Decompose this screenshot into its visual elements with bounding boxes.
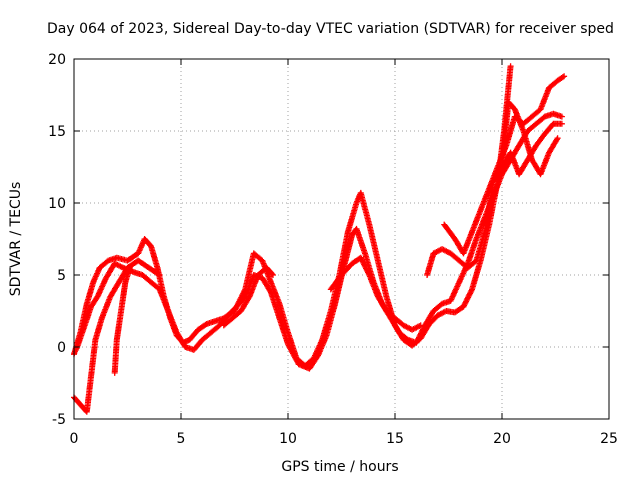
y-tick-label: 20 — [48, 52, 66, 68]
series-sat-i — [111, 264, 133, 376]
data-point — [558, 113, 565, 120]
data-point — [270, 272, 276, 278]
x-tick-label: 15 — [386, 431, 404, 447]
data-point — [558, 120, 565, 127]
y-axis-title: SDTVAR / TECUs — [8, 182, 24, 297]
data-point — [417, 322, 424, 329]
y-tick-label: -5 — [52, 412, 66, 428]
x-tick-label: 0 — [70, 431, 79, 447]
data-point — [269, 271, 276, 277]
data-point — [561, 73, 568, 80]
data-point — [559, 74, 566, 81]
chart-title: Day 064 of 2023, Sidereal Day-to-day VTE… — [47, 21, 614, 37]
data-point — [553, 136, 560, 143]
plot-frame — [73, 58, 610, 420]
data-point — [554, 135, 561, 142]
series-sat-a — [71, 63, 514, 369]
data-point — [413, 339, 420, 346]
data-point — [155, 271, 162, 278]
x-axis-title: GPS time / hours — [281, 459, 398, 475]
data-point — [507, 63, 514, 70]
data-point — [156, 272, 163, 278]
data-points — [71, 63, 568, 415]
x-tick-label: 20 — [493, 431, 511, 447]
y-tick-label: 5 — [57, 268, 66, 284]
data-point — [126, 264, 133, 271]
data-point — [464, 295, 471, 302]
x-tick-label: 10 — [279, 431, 297, 447]
y-tick-label: 15 — [48, 124, 66, 140]
series-sat-h — [220, 264, 276, 329]
data-point — [498, 165, 505, 172]
x-tick-label: 25 — [600, 431, 618, 447]
x-tick-label: 5 — [177, 431, 186, 447]
data-point — [267, 288, 274, 294]
y-tick-label: 0 — [57, 340, 66, 356]
series-sat-d — [327, 254, 424, 333]
gridlines — [74, 59, 609, 419]
data-point — [361, 262, 368, 269]
series-sat-g — [490, 99, 561, 185]
y-tick-label: 10 — [48, 196, 66, 212]
